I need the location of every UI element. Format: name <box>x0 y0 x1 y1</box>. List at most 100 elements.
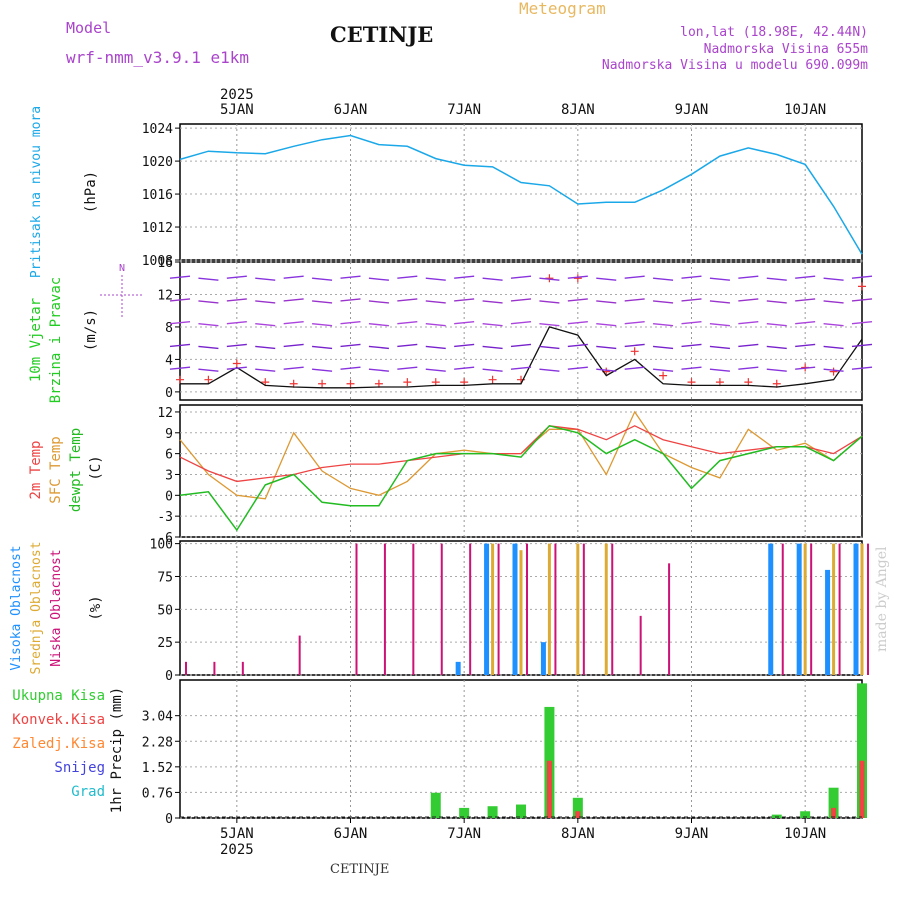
wind-barb-4-10 <box>454 275 475 279</box>
wind-barb-4-3 <box>255 277 276 281</box>
ytick-label-temperature-5: 9 <box>165 427 173 442</box>
precip-bar-1-23 <box>831 807 837 818</box>
pressure-unit-label: (hPa) <box>83 171 99 213</box>
ytick-label-precip-4: 3.04 <box>142 710 173 725</box>
wind-barb-0-3 <box>255 368 276 372</box>
wind-barb-0-15 <box>596 368 617 372</box>
wind-barb-2-17 <box>653 322 674 327</box>
low-cloud-axis-label: Niska Oblacnost <box>49 549 64 666</box>
model-name: wrf-nmm_v3.9.1 e1km <box>66 48 250 67</box>
precip-axis-label: 1hr Precip (mm) <box>109 687 125 813</box>
precip-legend-3: Snijeg <box>54 760 105 776</box>
precip-bar-0-11 <box>487 806 498 818</box>
wind-barb-3-20 <box>738 298 759 302</box>
wind-barb-0-22 <box>795 366 816 370</box>
precip-legend-0: Ukupna Kisa <box>12 688 105 704</box>
temp2m-axis-label: 2m Temp <box>28 440 44 499</box>
wind-barb-2-9 <box>425 322 446 327</box>
wind-barb-3-19 <box>709 300 730 304</box>
cloud-bar-1-13 <box>547 543 551 675</box>
top-day-label-5: 10JAN <box>784 102 826 118</box>
precip-bar-1-24 <box>859 760 865 818</box>
wind-barb-0-2 <box>226 366 247 370</box>
wind-barb-4-0 <box>169 275 191 279</box>
wind-barb-0-9 <box>425 368 446 372</box>
ytick-label-temperature-2: 0 <box>165 489 173 504</box>
wind-barb-4-11 <box>482 277 503 281</box>
wind-barb-4-21 <box>766 277 787 281</box>
wind-barb-3-16 <box>624 298 645 302</box>
wind-barb-4-4 <box>283 275 304 279</box>
footer-station: CETINJE <box>330 862 390 877</box>
high-cloud-axis-label: Visoka Oblacnost <box>9 545 24 670</box>
wind-barb-2-14 <box>567 320 588 325</box>
ytick-label-precip-1: 0.76 <box>142 786 173 801</box>
top-day-label-1: 6JAN <box>334 102 368 118</box>
cloud-bar-2-1 <box>213 661 216 675</box>
wind-barb-4-5 <box>312 277 333 281</box>
wind-barb-2-10 <box>454 320 475 325</box>
wind-barb-3-21 <box>766 300 787 304</box>
station-title: CETINJE <box>330 22 434 47</box>
ytick-label-cloud-0: 0 <box>165 669 173 684</box>
model-label: Model <box>66 19 112 37</box>
cloud-bar-0-23 <box>825 569 831 675</box>
ytick-label-temperature-4: 6 <box>165 448 173 463</box>
top-day-label-4: 9JAN <box>675 102 709 118</box>
cloud-bar-2-22 <box>810 543 813 675</box>
wind-barb-0-14 <box>567 366 588 370</box>
wind-barb-3-4 <box>283 298 304 302</box>
wind-barb-1-14 <box>567 343 588 348</box>
cloud-bar-2-21 <box>781 543 784 675</box>
top-day-label-3: 8JAN <box>561 102 595 118</box>
wind-barb-2-20 <box>738 320 759 325</box>
pressure-series-line <box>179 134 863 255</box>
ytick-label-cloud-4: 100 <box>150 538 173 553</box>
wind-barb-3-0 <box>169 298 191 302</box>
wind-barb-0-5 <box>312 368 333 372</box>
wind-gust-point-6 <box>346 379 355 388</box>
cloud-bar-1-15 <box>604 543 608 675</box>
wind-barb-3-1 <box>198 300 219 304</box>
wind-barb-1-15 <box>596 345 617 350</box>
cloud-unit-label: (%) <box>88 595 104 620</box>
wind-barb-1-2 <box>226 343 247 348</box>
wind-barb-1-19 <box>709 345 730 350</box>
wind-axis-label-2: Brzina i Pravac <box>48 277 64 403</box>
wind-barb-4-9 <box>425 277 446 281</box>
wind-barb-4-12 <box>510 275 532 279</box>
wind-gust-point-8 <box>403 378 412 387</box>
wind-barb-1-8 <box>397 343 418 348</box>
ytick-label-temperature-6: 12 <box>157 406 173 421</box>
wind-barb-2-12 <box>510 320 532 325</box>
cloud-bar-2-12 <box>526 543 528 675</box>
wind-barb-3-14 <box>567 298 588 302</box>
wind-unit-label: (m/s) <box>83 309 99 351</box>
wind-barb-2-19 <box>709 322 730 327</box>
dewpt-axis-label: dewpt Temp <box>68 428 84 512</box>
wind-barb-2-7 <box>368 322 389 327</box>
cloud-bar-1-11 <box>491 543 495 675</box>
wind-barb-2-4 <box>283 320 304 325</box>
wind-barb-1-5 <box>312 345 333 350</box>
wind-barb-2-6 <box>340 320 361 325</box>
compass-n: N <box>119 263 125 274</box>
wind-barb-1-7 <box>368 345 389 350</box>
sfc-temp-line <box>179 410 863 500</box>
cloud-bar-2-4 <box>298 635 301 675</box>
wind-barb-0-21 <box>766 368 787 372</box>
wind-barb-4-8 <box>397 275 418 279</box>
cloud-bar-0-21 <box>768 543 774 675</box>
cloud-bar-1-23 <box>832 543 836 675</box>
ytick-label-wind-2: 8 <box>165 321 173 336</box>
wind-barb-0-7 <box>368 368 389 372</box>
top-day-label-2: 7JAN <box>447 102 481 118</box>
wind-barb-2-0 <box>169 320 191 325</box>
precip-legend-4: Grad <box>71 784 105 800</box>
wind-barb-0-10 <box>454 366 475 370</box>
wind-barb-3-15 <box>596 300 617 304</box>
cloud-bar-2-17 <box>668 563 671 675</box>
cloud-bar-2-23 <box>838 543 841 675</box>
wind-barb-3-11 <box>482 300 503 304</box>
temp2m-line <box>179 425 863 483</box>
